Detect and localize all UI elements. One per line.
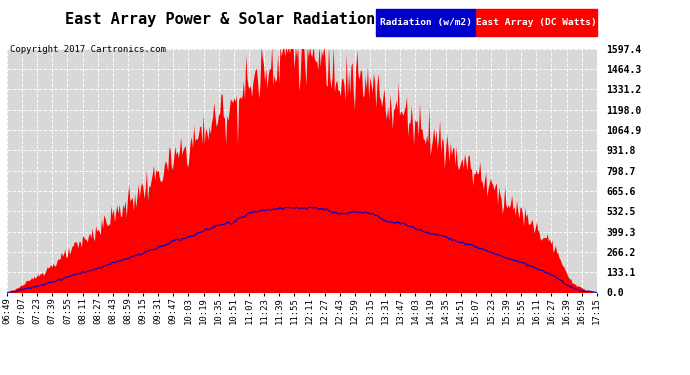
- Text: East Array Power & Solar Radiation  Fri Feb 17 17:27: East Array Power & Solar Radiation Fri F…: [65, 11, 539, 27]
- Text: Copyright 2017 Cartronics.com: Copyright 2017 Cartronics.com: [10, 45, 166, 54]
- Text: East Array (DC Watts): East Array (DC Watts): [476, 18, 597, 27]
- Text: Radiation (w/m2): Radiation (w/m2): [380, 18, 472, 27]
